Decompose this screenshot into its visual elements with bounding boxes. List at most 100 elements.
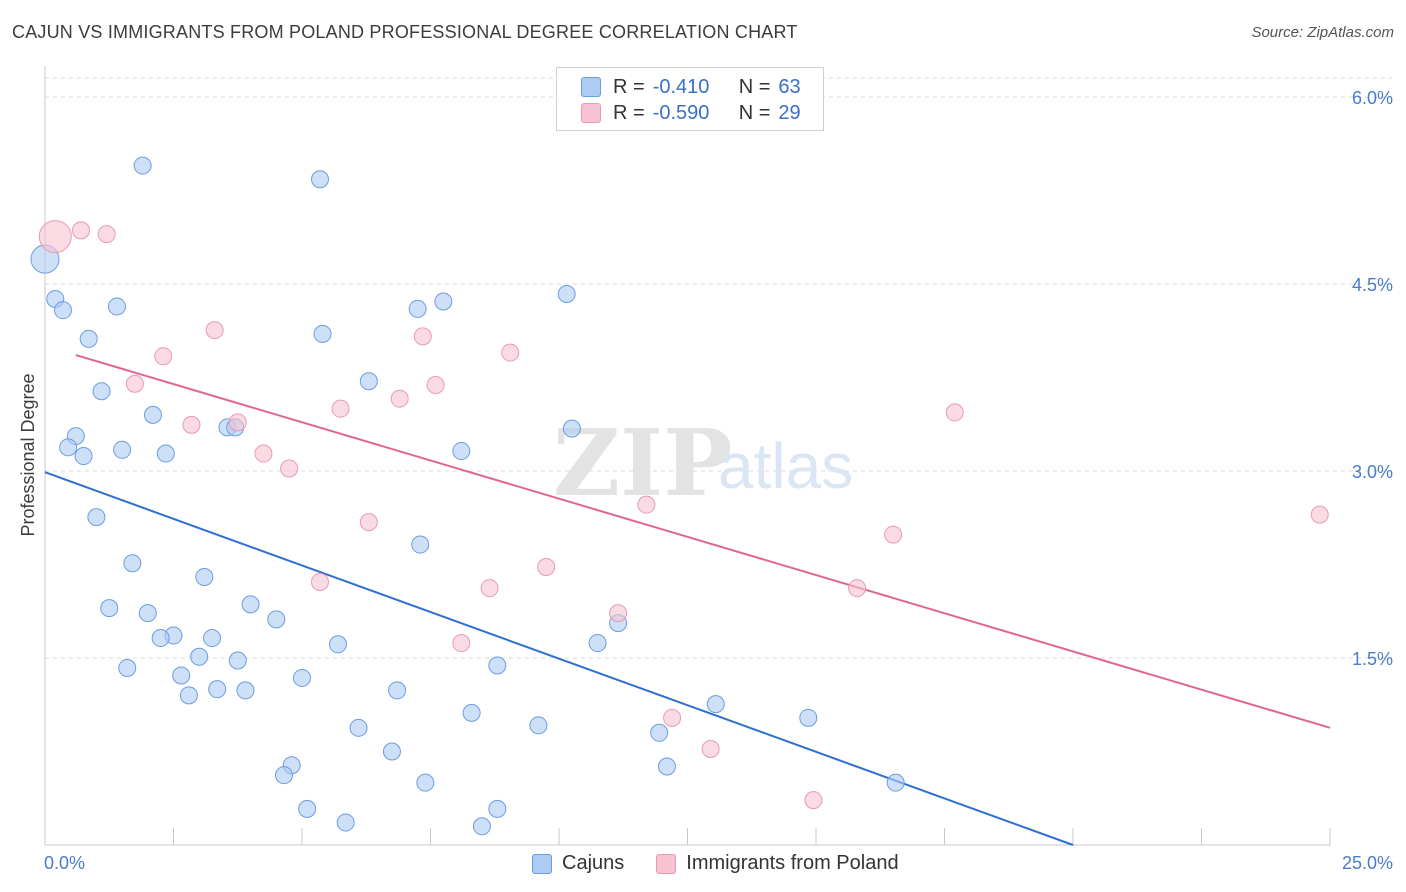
poland-point [205, 321, 224, 340]
cajun-point [388, 681, 407, 700]
watermark: ZIP atlas [553, 409, 853, 517]
cajun-point [452, 442, 471, 461]
cajun-point [382, 742, 401, 761]
poland-point [701, 740, 720, 759]
poland-point [501, 343, 520, 362]
cajun-point [298, 799, 317, 818]
cajun-point [434, 292, 453, 311]
cajun-point [588, 634, 607, 653]
poland-point [310, 572, 329, 591]
y-tick-label: 6.0% [1352, 88, 1393, 108]
cajun-point [886, 773, 905, 792]
cajun-point [208, 680, 227, 699]
poland-swatch [581, 103, 601, 123]
n-label: N = [738, 101, 771, 124]
cajun-point [172, 666, 191, 685]
stats-legend: R = -0.410 N = 63 R = -0.590 N = 29 [556, 67, 824, 131]
cajun-point [138, 604, 157, 623]
cajun-point [156, 444, 175, 463]
cajun-point [657, 757, 676, 776]
cajun-point [123, 554, 142, 573]
cajun-point [133, 156, 152, 175]
legend-item-cajuns: Cajuns [532, 852, 624, 875]
legend-row-cajuns: R = -0.410 N = 63 [581, 75, 801, 99]
cajun-point [228, 651, 247, 670]
poland-point [280, 459, 299, 478]
cajun-point [488, 799, 507, 818]
cajun-point [328, 635, 347, 654]
cajun-point [706, 695, 725, 714]
cajun-point [529, 716, 548, 735]
cajun-point [462, 703, 481, 722]
poland-point [38, 220, 72, 254]
cajun-point [411, 535, 430, 554]
poland-point [884, 525, 903, 544]
poland-point [359, 513, 378, 532]
poland-point [848, 579, 867, 598]
poland-point [182, 415, 201, 434]
poland-point [804, 791, 823, 810]
cajun-point [562, 419, 581, 438]
poland-point [97, 225, 116, 244]
poland-point [331, 399, 350, 418]
legend-row-poland: R = -0.590 N = 29 [581, 101, 801, 125]
x-tick-label: 25.0% [1342, 853, 1393, 873]
poland-point [154, 347, 173, 366]
poland-point [413, 327, 432, 346]
cajun-point [408, 299, 427, 318]
poland-point [537, 557, 556, 576]
legend-item-poland: Immigrants from Poland [656, 852, 899, 875]
cajun-point [143, 405, 162, 424]
cajun-point [310, 170, 329, 189]
cajun-point [92, 382, 111, 401]
cajun-point [241, 595, 260, 614]
y-tick-label: 3.0% [1352, 462, 1393, 482]
n-label: N = [738, 75, 771, 98]
poland-point [637, 495, 656, 514]
r-value-cajuns: -0.410 [652, 75, 710, 98]
y-tick-label: 4.5% [1352, 275, 1393, 295]
poland-point [426, 375, 445, 394]
cajun-point [293, 668, 311, 687]
cajun-point [236, 681, 255, 700]
cajun-point [488, 656, 507, 675]
n-value-cajuns: 63 [778, 75, 801, 98]
source-label: Source: ZipAtlas.com [1251, 24, 1394, 41]
cajun-point [113, 440, 132, 459]
y-tick-label: 1.5% [1352, 649, 1393, 669]
poland-swatch [656, 853, 677, 874]
cajun-point [87, 508, 106, 527]
y-axis-label: Professional Degree [18, 373, 38, 536]
cajun-point [179, 686, 198, 705]
cajun-point [267, 610, 286, 629]
r-label: R = [613, 101, 645, 124]
n-value-poland: 29 [778, 101, 801, 124]
poland-point [945, 403, 964, 422]
poland-point [609, 604, 628, 623]
cajun-point [275, 766, 294, 785]
r-value-poland: -0.590 [652, 101, 710, 124]
cajun-point [336, 813, 355, 832]
cajuns-swatch [532, 853, 552, 874]
cajun-point [203, 629, 222, 648]
poland-trend-line [75, 354, 1331, 729]
legend-label-poland: Immigrants from Poland [686, 852, 899, 874]
poland-point [254, 444, 273, 463]
data-points [30, 156, 1329, 836]
cajun-point [79, 329, 98, 348]
cajun-point [74, 447, 93, 466]
y-tick-labels: 1.5% 3.0% 4.5% 6.0% [1352, 88, 1393, 669]
series-legend: Cajuns Immigrants from Poland [532, 852, 931, 875]
chart-title: CAJUN VS IMMIGRANTS FROM POLAND PROFESSI… [12, 22, 798, 42]
cajun-point [190, 647, 209, 666]
poland-point [390, 389, 409, 408]
cajun-point [650, 723, 669, 742]
cajun-point [118, 658, 137, 677]
cajun-point [53, 301, 72, 320]
poland-point [1310, 505, 1329, 524]
cajun-point [151, 629, 170, 648]
poland-point [452, 634, 471, 653]
cajun-point [557, 284, 576, 303]
poland-point [480, 579, 499, 598]
